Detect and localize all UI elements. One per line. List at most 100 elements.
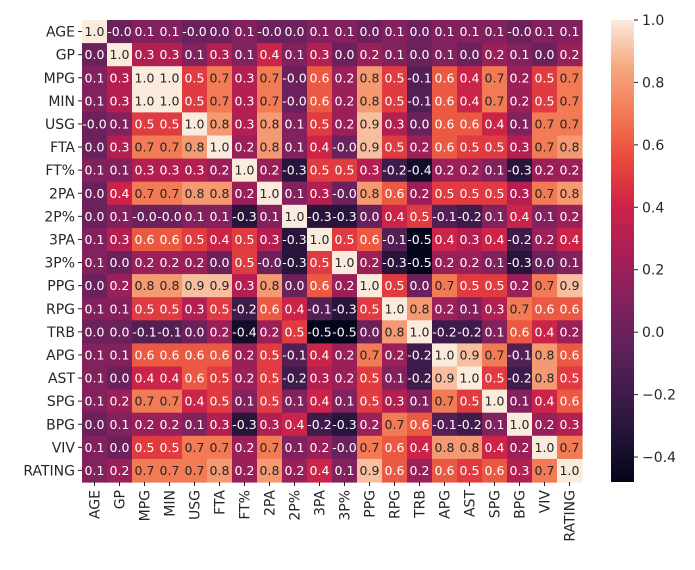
cell-label-MIN-BPG: 0.2 <box>510 93 530 108</box>
cell-FTA-GP <box>107 135 133 160</box>
cell-label-3PA-RPG: -0.1 <box>382 232 406 247</box>
cell-TRB-BPG <box>507 320 533 344</box>
cell-SPG-MPG <box>132 389 158 414</box>
cell-label-AGE-TRB: 0.0 <box>410 24 430 39</box>
cell-label-FTA-FTA: 1.0 <box>210 140 230 155</box>
cell-label-USG-3PA: 0.5 <box>310 116 330 131</box>
cell-BPG-2P% <box>282 412 308 437</box>
cell-label-VIV-PPG: 0.7 <box>360 440 380 455</box>
cell-APG-SPG <box>482 343 508 368</box>
cell-APG-AST <box>457 343 483 368</box>
cell-label-FT%-FT%: 1.0 <box>235 163 255 178</box>
cell-label-GP-TRB: 0.0 <box>410 47 430 62</box>
cell-2P%-MIN <box>157 204 183 229</box>
cell-label-USG-AST: 0.6 <box>460 116 480 131</box>
cell-label-VIV-MIN: 0.5 <box>160 440 180 455</box>
cell-PPG-VIV <box>532 274 558 298</box>
cell-label-SPG-VIV: 0.4 <box>535 394 555 409</box>
cell-FT%-3PA <box>307 158 333 183</box>
cell-label-MPG-FTA: 0.7 <box>210 70 230 85</box>
cell-USG-USG <box>182 112 208 137</box>
cell-USG-RATING <box>557 112 583 137</box>
cell-RATING-TRB <box>407 458 433 483</box>
cell-RPG-MIN <box>157 297 183 321</box>
cell-AST-2PA <box>257 366 283 391</box>
cell-label-2PA-GP: 0.4 <box>110 186 130 201</box>
cell-label-FTA-AGE: 0.0 <box>85 140 105 155</box>
cell-BPG-FT% <box>232 412 258 437</box>
cell-PPG-APG <box>432 274 458 298</box>
cell-label-3P%-2PA: -0.0 <box>257 255 281 270</box>
cell-GP-TRB <box>407 43 433 67</box>
cell-MIN-FTA <box>207 89 233 113</box>
cell-APG-MPG <box>132 343 158 368</box>
x-tick-label-SPG: SPG <box>488 490 504 518</box>
cell-label-2P%-BPG: 0.4 <box>510 209 530 224</box>
cell-label-USG-3P%: 0.2 <box>335 116 355 131</box>
cell-label-TRB-GP: 0.0 <box>110 324 130 339</box>
cell-label-AGE-GP: -0.0 <box>107 24 131 39</box>
cell-label-TRB-APG: -0.2 <box>432 324 456 339</box>
cell-label-3P%-3P%: 1.0 <box>335 255 355 270</box>
cell-label-AGE-USG: -0.0 <box>182 24 206 39</box>
cell-label-AST-3P%: 0.2 <box>335 371 355 386</box>
cell-label-3PA-2P%: -0.3 <box>282 232 306 247</box>
cell-label-3PA-MIN: 0.6 <box>160 232 180 247</box>
cell-label-RATING-PPG: 0.9 <box>360 463 380 478</box>
y-tick-label-AST: AST <box>48 371 75 387</box>
cell-label-MPG-MPG: 1.0 <box>135 70 155 85</box>
cell-label-PPG-MPG: 0.8 <box>135 278 155 293</box>
cell-BPG-APG <box>432 412 458 437</box>
cell-label-SPG-3PA: 0.4 <box>310 394 330 409</box>
cell-label-FT%-3P%: 0.5 <box>335 163 355 178</box>
cell-label-USG-PPG: 0.9 <box>360 116 380 131</box>
cell-label-SPG-PPG: 0.5 <box>360 394 380 409</box>
cell-USG-FTA <box>207 112 233 137</box>
cell-GP-MPG <box>132 43 158 67</box>
cell-2P%-BPG <box>507 204 533 229</box>
cell-APG-BPG <box>507 343 533 368</box>
cell-FT%-2PA <box>257 158 283 183</box>
colorbar-tick-label-5: 0.0 <box>642 325 664 341</box>
cell-FT%-PPG <box>357 158 383 183</box>
cell-label-AST-2P%: -0.2 <box>282 371 306 386</box>
cell-FTA-AGE <box>82 135 108 160</box>
cell-GP-RPG <box>382 43 408 67</box>
cell-MIN-2P% <box>282 89 308 113</box>
cell-label-GP-RATING: 0.2 <box>560 47 580 62</box>
cell-label-BPG-SPG: 0.1 <box>485 417 505 432</box>
cell-label-RPG-PPG: 0.5 <box>360 301 380 316</box>
cell-label-3P%-TRB: -0.5 <box>407 255 431 270</box>
cell-BPG-VIV <box>532 412 558 437</box>
cell-label-GP-USG: 0.1 <box>185 47 205 62</box>
y-tick-label-MPG: MPG <box>44 71 75 87</box>
cell-2PA-FTA <box>207 181 233 206</box>
cell-2PA-GP <box>107 181 133 206</box>
cell-MPG-RPG <box>382 66 408 90</box>
cell-label-2P%-TRB: 0.5 <box>410 209 430 224</box>
cell-label-RATING-SPG: 0.6 <box>485 463 505 478</box>
cell-label-AST-TRB: -0.2 <box>407 371 431 386</box>
colorbar-tick-label-2: 0.6 <box>642 138 664 154</box>
x-tick-label-FT%: FT% <box>238 490 254 520</box>
cell-label-FT%-BPG: -0.3 <box>507 163 531 178</box>
cell-RPG-APG <box>432 297 458 321</box>
cell-SPG-3P% <box>332 389 358 414</box>
cell-SPG-TRB <box>407 389 433 414</box>
cell-label-MPG-3PA: 0.6 <box>310 70 330 85</box>
cell-label-TRB-PPG: 0.0 <box>360 324 380 339</box>
cell-label-2PA-APG: 0.5 <box>435 186 455 201</box>
cell-label-APG-BPG: -0.1 <box>507 347 531 362</box>
cell-label-BPG-2PA: 0.3 <box>260 417 280 432</box>
cell-label-AST-3PA: 0.3 <box>310 371 330 386</box>
cell-label-3PA-2PA: 0.3 <box>260 232 280 247</box>
cell-GP-APG <box>432 43 458 67</box>
cell-FTA-3P% <box>332 135 358 160</box>
cell-label-2PA-USG: 0.8 <box>185 186 205 201</box>
cell-label-USG-RPG: 0.3 <box>385 116 405 131</box>
cell-TRB-2PA <box>257 320 283 344</box>
cell-SPG-USG <box>182 389 208 414</box>
cell-label-3PA-3P%: 0.5 <box>335 232 355 247</box>
cell-3P%-USG <box>182 251 208 275</box>
cell-label-SPG-RPG: 0.3 <box>385 394 405 409</box>
